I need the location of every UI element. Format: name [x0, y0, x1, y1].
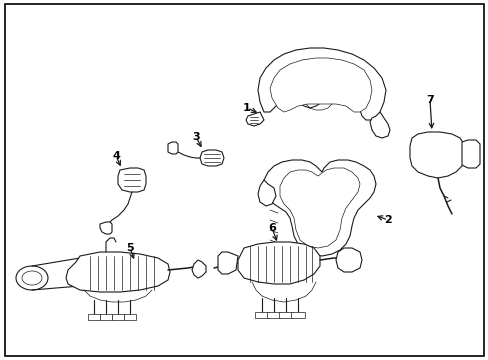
Polygon shape [100, 222, 112, 234]
Polygon shape [290, 312, 305, 318]
Polygon shape [461, 140, 479, 168]
Polygon shape [269, 58, 371, 112]
Polygon shape [112, 314, 124, 320]
Polygon shape [369, 112, 389, 138]
Polygon shape [168, 142, 178, 154]
Text: 6: 6 [267, 223, 275, 233]
Polygon shape [100, 314, 112, 320]
Text: 3: 3 [192, 132, 200, 142]
Text: 2: 2 [384, 215, 391, 225]
Polygon shape [266, 312, 281, 318]
Text: 7: 7 [425, 95, 433, 105]
Polygon shape [258, 48, 385, 120]
Text: 5: 5 [126, 243, 134, 253]
Polygon shape [124, 314, 136, 320]
Polygon shape [218, 252, 238, 274]
Polygon shape [118, 168, 146, 192]
Text: 1: 1 [243, 103, 250, 113]
Polygon shape [409, 132, 463, 178]
Polygon shape [238, 242, 319, 284]
Polygon shape [279, 312, 292, 318]
Polygon shape [200, 150, 224, 166]
Polygon shape [264, 160, 375, 256]
Polygon shape [254, 312, 268, 318]
Polygon shape [258, 180, 275, 206]
Polygon shape [192, 260, 205, 278]
Polygon shape [280, 168, 359, 248]
Polygon shape [66, 252, 170, 292]
Text: 4: 4 [112, 151, 120, 161]
Polygon shape [245, 112, 264, 126]
Polygon shape [88, 314, 100, 320]
Polygon shape [335, 248, 361, 272]
